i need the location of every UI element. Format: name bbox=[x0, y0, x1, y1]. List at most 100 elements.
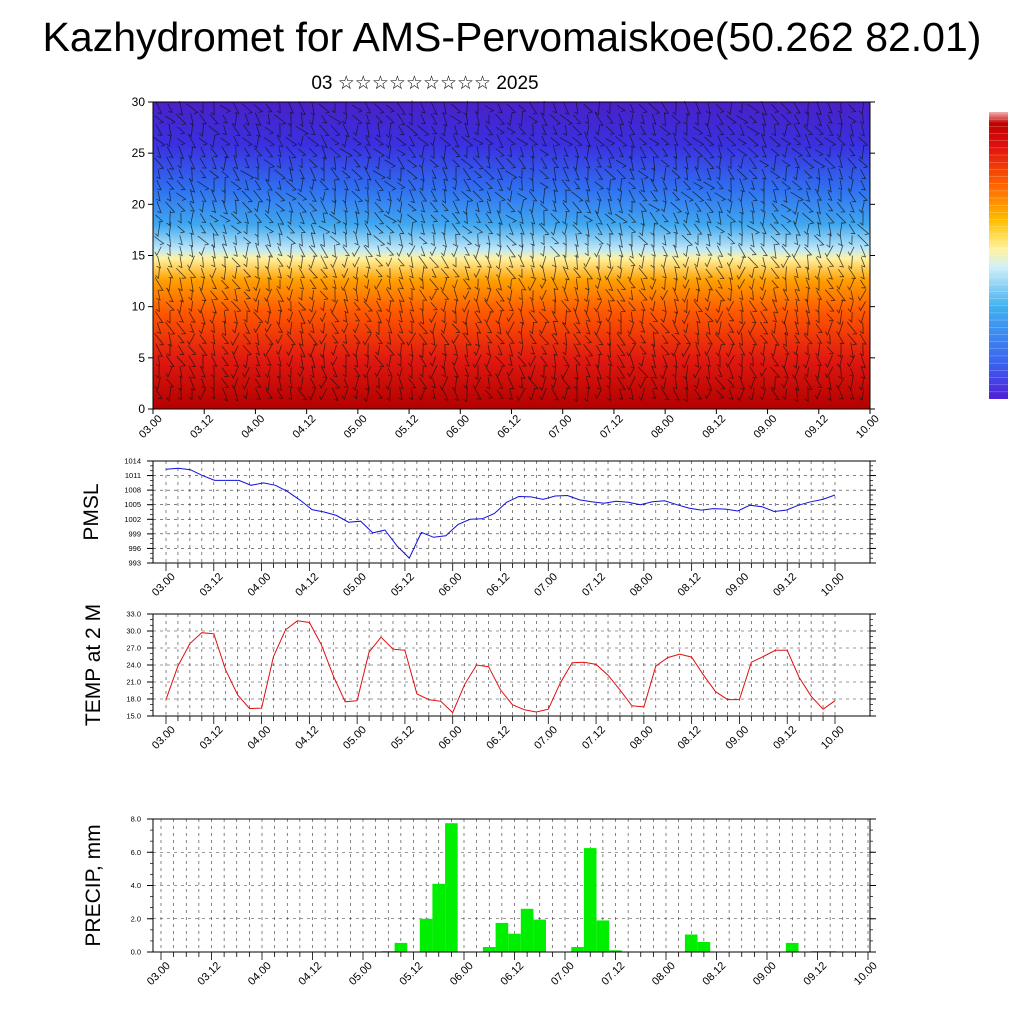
wind-barb bbox=[331, 156, 337, 171]
wind-barb bbox=[156, 191, 161, 202]
wind-barb bbox=[197, 235, 210, 246]
wind-barb bbox=[804, 233, 809, 248]
wind-barb bbox=[803, 334, 813, 345]
wind-barb bbox=[794, 268, 799, 279]
wind-barb bbox=[726, 214, 737, 223]
wind-barb bbox=[441, 255, 450, 269]
wind-barb bbox=[781, 137, 792, 146]
wind-barb bbox=[848, 168, 853, 180]
wind-barb bbox=[562, 211, 568, 225]
wind-barb bbox=[659, 224, 672, 235]
wind-barb bbox=[628, 233, 633, 248]
wind-barb bbox=[209, 222, 219, 236]
wind-barb bbox=[596, 290, 602, 301]
wind-barb bbox=[694, 112, 699, 126]
wind-barb bbox=[559, 114, 573, 125]
wind-barb bbox=[627, 334, 637, 344]
wind-barb bbox=[849, 388, 855, 400]
x-tick-label: 05.00 bbox=[341, 571, 369, 599]
wind-barb bbox=[605, 145, 615, 159]
wind-barb bbox=[662, 245, 669, 257]
wind-barb bbox=[167, 103, 173, 113]
wind-barb bbox=[430, 234, 435, 247]
wind-barb bbox=[199, 103, 204, 114]
wind-barb bbox=[429, 290, 437, 301]
wind-barb bbox=[572, 300, 579, 312]
wind-barb bbox=[826, 346, 835, 355]
wind-barb bbox=[539, 279, 547, 289]
wind-barb bbox=[200, 224, 207, 234]
wind-barb bbox=[211, 344, 216, 357]
wind-barb bbox=[331, 137, 340, 146]
x-tick-label: 05.00 bbox=[342, 413, 370, 441]
wind-barb bbox=[683, 113, 688, 126]
wind-barb bbox=[772, 189, 778, 204]
wind-barb bbox=[154, 157, 165, 169]
wind-barb bbox=[319, 290, 329, 300]
y-tick-label: 33.0 bbox=[126, 610, 141, 619]
wind-barb bbox=[562, 333, 568, 346]
wind-barb bbox=[440, 268, 450, 279]
wind-barb bbox=[618, 201, 624, 214]
wind-barb bbox=[265, 277, 270, 292]
wind-barb bbox=[188, 268, 197, 278]
wind-barb bbox=[772, 243, 777, 260]
wind-barb bbox=[254, 213, 263, 223]
wind-barb bbox=[552, 202, 557, 213]
wind-barb bbox=[386, 268, 391, 279]
wind-barb bbox=[859, 102, 865, 115]
wind-barb bbox=[374, 202, 385, 213]
wind-barb bbox=[254, 267, 259, 280]
wind-barb bbox=[551, 278, 559, 291]
wind-barb bbox=[628, 290, 634, 301]
wind-barb bbox=[464, 246, 470, 256]
wind-barb bbox=[847, 300, 854, 313]
wind-barb bbox=[495, 366, 503, 378]
x-tick-label: 09.12 bbox=[801, 960, 829, 988]
wind-barb bbox=[264, 126, 274, 135]
wind-barb bbox=[353, 301, 361, 311]
wind-barb bbox=[838, 256, 845, 268]
wind-barb bbox=[210, 389, 216, 400]
wind-barb bbox=[571, 136, 583, 147]
wind-barb bbox=[420, 201, 426, 213]
wind-barb bbox=[287, 268, 292, 279]
wind-barb bbox=[255, 123, 261, 138]
wind-barb bbox=[430, 101, 438, 115]
wind-barb bbox=[860, 244, 867, 258]
wind-barb bbox=[640, 277, 646, 291]
wind-barb bbox=[672, 124, 677, 137]
wind-barb bbox=[694, 202, 702, 212]
wind-barb bbox=[318, 225, 331, 235]
wind-barb bbox=[662, 354, 668, 368]
wind-barb bbox=[629, 311, 634, 323]
wind-barb bbox=[573, 254, 578, 271]
wind-barb bbox=[705, 333, 713, 345]
wind-barb bbox=[287, 244, 292, 259]
wind-barb bbox=[793, 354, 799, 369]
wind-barb bbox=[320, 268, 329, 278]
wind-barb bbox=[156, 169, 161, 180]
wind-barb bbox=[574, 244, 579, 259]
wind-barb bbox=[761, 146, 767, 158]
wind-barb bbox=[605, 126, 615, 135]
wind-barb bbox=[825, 300, 835, 312]
wind-barb bbox=[694, 257, 700, 268]
wind-barb bbox=[297, 201, 307, 213]
wind-barb bbox=[244, 147, 251, 157]
wind-barb bbox=[167, 123, 172, 137]
wind-barb bbox=[255, 355, 261, 367]
wind-barb bbox=[276, 288, 285, 303]
wind-barb bbox=[442, 367, 447, 378]
wind-barb bbox=[628, 145, 633, 160]
wind-barb bbox=[297, 178, 304, 193]
wind-barb bbox=[837, 103, 842, 114]
wind-barb bbox=[728, 312, 735, 322]
wind-barb bbox=[165, 301, 175, 311]
wind-barb bbox=[255, 333, 260, 346]
wind-barb bbox=[704, 312, 714, 323]
wind-barb bbox=[397, 213, 402, 224]
wind-barb bbox=[748, 278, 755, 291]
wind-barb bbox=[210, 101, 215, 116]
wind-barb bbox=[617, 321, 622, 335]
